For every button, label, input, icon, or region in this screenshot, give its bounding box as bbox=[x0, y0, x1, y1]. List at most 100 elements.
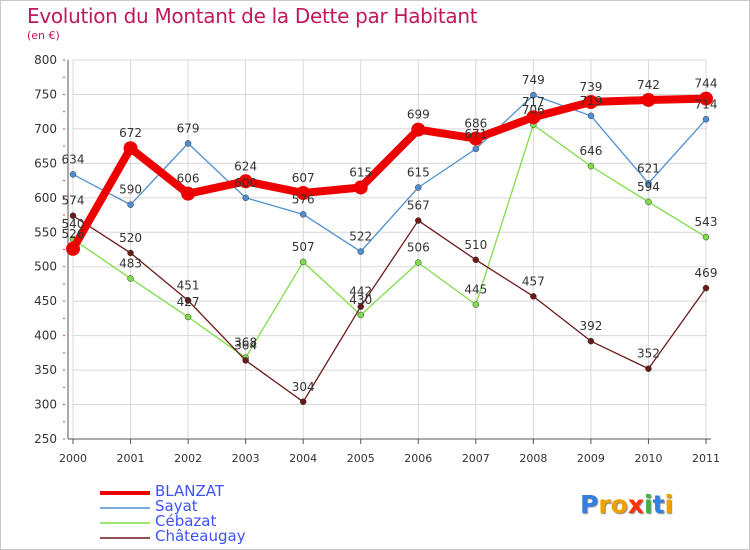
logo-letter: r bbox=[598, 490, 611, 519]
x-tick-label: 2004 bbox=[289, 452, 317, 465]
data-point bbox=[645, 198, 652, 206]
series-line-sayat bbox=[72, 94, 707, 253]
data-point bbox=[415, 217, 422, 224]
data-point bbox=[184, 313, 192, 321]
data-label: 744 bbox=[695, 77, 718, 91]
data-label: 430 bbox=[349, 293, 372, 307]
x-tick-label: 2006 bbox=[404, 452, 432, 465]
data-point bbox=[472, 301, 480, 308]
data-point bbox=[468, 131, 483, 146]
data-label: 576 bbox=[292, 192, 315, 206]
data-label: 352 bbox=[637, 347, 660, 361]
data-point bbox=[702, 284, 710, 292]
data-label: 445 bbox=[464, 283, 487, 297]
data-point bbox=[645, 365, 652, 372]
data-point bbox=[69, 212, 77, 219]
data-point bbox=[583, 95, 598, 110]
legend-label-cebazat: Cébazat bbox=[155, 512, 217, 530]
data-point bbox=[238, 174, 253, 189]
y-tick-label: 250 bbox=[34, 432, 57, 446]
data-point bbox=[184, 297, 192, 304]
data-point bbox=[242, 357, 249, 364]
series-line-châteaugay bbox=[72, 215, 707, 403]
y-tick-label: 750 bbox=[34, 87, 57, 101]
data-point bbox=[415, 184, 422, 191]
data-label: 646 bbox=[579, 144, 602, 158]
logo-letter: i bbox=[644, 490, 653, 519]
data-point bbox=[299, 398, 307, 406]
data-label: 520 bbox=[119, 231, 142, 245]
data-label: 392 bbox=[579, 319, 602, 333]
y-tick-label: 700 bbox=[34, 122, 57, 136]
data-point bbox=[184, 140, 192, 147]
data-point bbox=[181, 186, 196, 201]
data-label: 719 bbox=[579, 94, 602, 108]
legend-swatch-blanzat bbox=[100, 491, 150, 495]
data-point bbox=[357, 303, 364, 310]
logo-letter: x bbox=[627, 490, 644, 519]
data-label: 749 bbox=[522, 73, 545, 87]
y-tick-label: 600 bbox=[34, 191, 57, 205]
legend-label-blanzat: BLANZAT bbox=[155, 482, 225, 500]
legend-item-blanzat: BLANZAT bbox=[100, 484, 320, 499]
data-label: 510 bbox=[464, 238, 487, 252]
data-point bbox=[702, 233, 710, 241]
data-point bbox=[411, 122, 426, 137]
data-point bbox=[242, 194, 249, 202]
data-point bbox=[127, 275, 134, 282]
data-label: 714 bbox=[695, 97, 718, 111]
x-tick-label: 2010 bbox=[634, 452, 662, 465]
y-tick-label: 400 bbox=[34, 329, 57, 343]
legend: BLANZAT Sayat Cébazat Châteaugay bbox=[100, 484, 320, 544]
series-line-blanzat bbox=[69, 94, 710, 253]
data-label: 451 bbox=[177, 278, 200, 292]
legend-swatch-cebazat bbox=[100, 522, 150, 524]
data-point bbox=[530, 293, 537, 300]
data-label: 427 bbox=[177, 295, 200, 309]
x-tick-label: 2000 bbox=[59, 452, 87, 465]
logo-letter: o bbox=[610, 490, 628, 519]
x-tick-label: 2011 bbox=[692, 452, 720, 465]
data-label: 457 bbox=[522, 274, 545, 288]
data-label: 506 bbox=[407, 241, 430, 255]
y-tick-label: 450 bbox=[34, 294, 57, 308]
data-label: 706 bbox=[522, 103, 545, 117]
x-tick-label: 2003 bbox=[232, 452, 260, 465]
data-label: 526 bbox=[62, 227, 85, 241]
data-point bbox=[299, 258, 307, 266]
y-tick-label: 550 bbox=[34, 225, 57, 239]
data-label: 567 bbox=[407, 199, 430, 213]
logo-letter: t bbox=[652, 490, 665, 519]
series-line-cébazat bbox=[72, 124, 707, 359]
legend-label-chateaugay: Châteaugay bbox=[155, 527, 246, 545]
data-label: 594 bbox=[637, 180, 660, 194]
data-label: 368 bbox=[234, 336, 257, 350]
data-point bbox=[702, 116, 710, 123]
data-point bbox=[353, 180, 368, 195]
logo-letter: i bbox=[664, 490, 674, 519]
data-label: 699 bbox=[407, 108, 430, 122]
data-label: 615 bbox=[407, 165, 430, 179]
data-label: 507 bbox=[292, 240, 315, 254]
data-label: 624 bbox=[234, 159, 257, 173]
data-label: 600 bbox=[234, 176, 257, 190]
x-tick-label: 2005 bbox=[347, 452, 375, 465]
data-point bbox=[127, 249, 134, 257]
x-tick-label: 2008 bbox=[519, 452, 547, 465]
data-label: 621 bbox=[637, 161, 660, 175]
data-point bbox=[69, 171, 77, 178]
data-point bbox=[641, 92, 656, 107]
legend-swatch-sayat bbox=[100, 507, 150, 509]
logo-letter: P bbox=[580, 490, 599, 519]
data-label: 671 bbox=[464, 127, 487, 141]
legend-label-sayat: Sayat bbox=[155, 497, 198, 515]
x-tick-label: 2002 bbox=[174, 452, 202, 465]
legend-swatch-chateaugay bbox=[100, 537, 150, 539]
data-label: 364 bbox=[234, 338, 257, 352]
y-tick-label: 350 bbox=[34, 363, 57, 377]
data-point bbox=[645, 180, 652, 187]
data-point bbox=[472, 256, 480, 264]
data-point bbox=[299, 211, 307, 218]
data-point bbox=[123, 141, 138, 156]
